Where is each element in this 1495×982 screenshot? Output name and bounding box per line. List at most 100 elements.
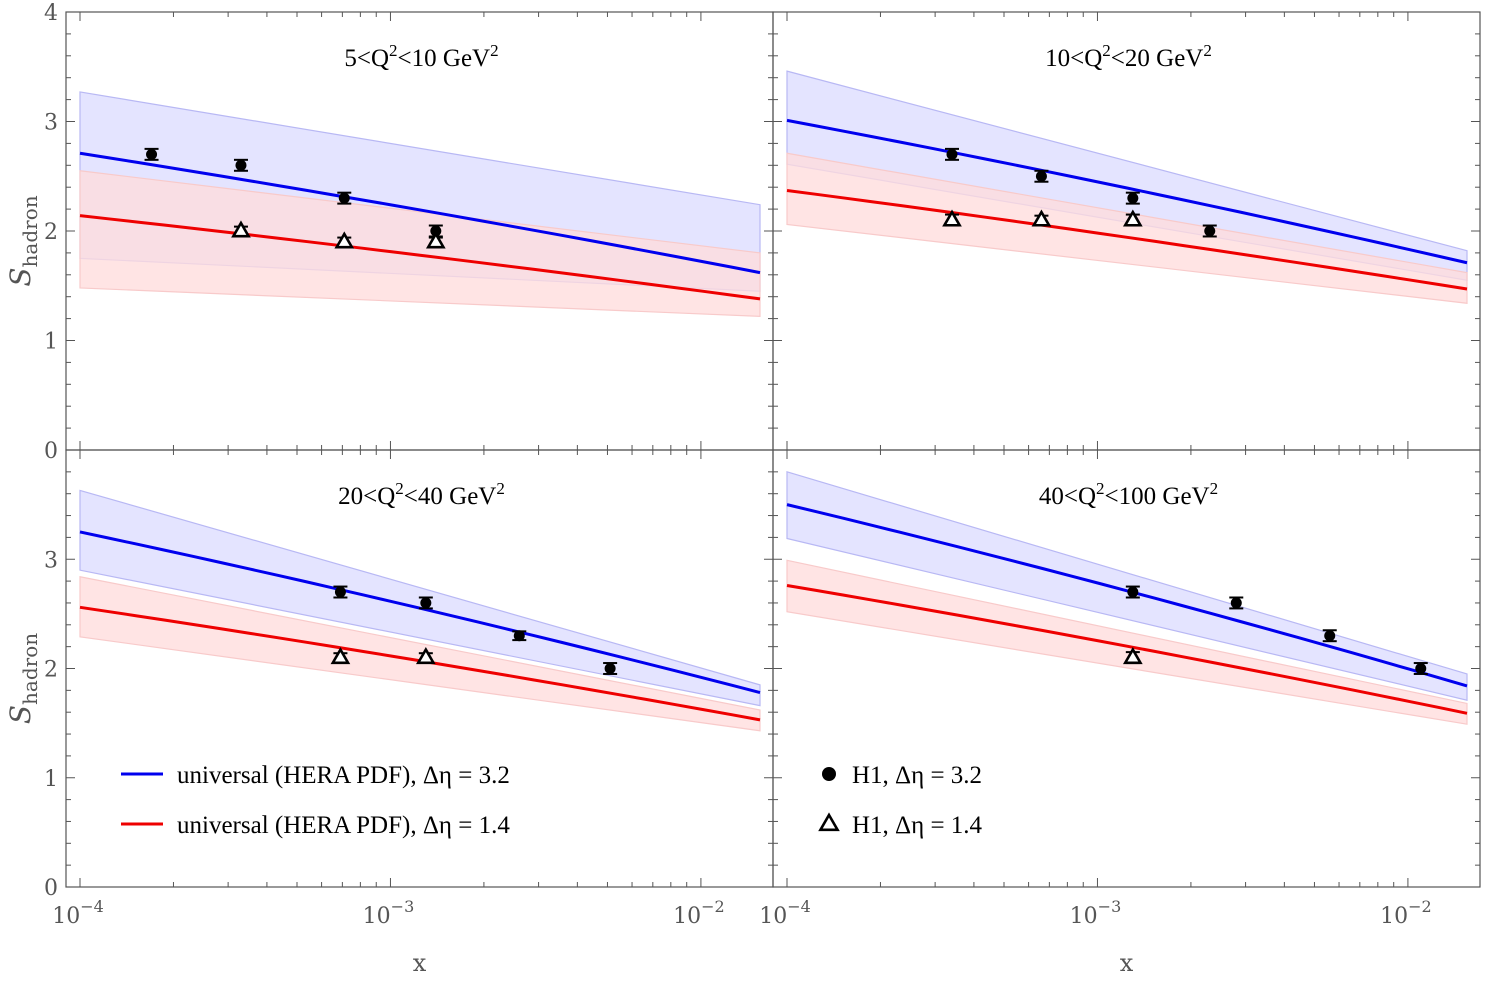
x-tick-label: 10−3	[1070, 897, 1122, 929]
panel-title-superscript: 2	[1203, 41, 1212, 60]
legend-label: universal (HERA PDF), Δη = 1.4	[177, 812, 510, 839]
filled-circle-marker	[235, 159, 247, 171]
x-tick-label-base: 10	[1380, 904, 1408, 929]
blue-theory-curve	[786, 503, 1468, 688]
red-uncertainty-band	[786, 152, 1468, 304]
panel-title: 20<Q2<40 GeV2	[338, 479, 505, 510]
h1-data-point-circle	[333, 585, 348, 599]
y-tick-label: 3	[44, 548, 58, 573]
h1-data-point-circle	[1322, 629, 1337, 643]
filled-circle-marker	[420, 597, 432, 609]
x-tick-label-exponent: −3	[1098, 897, 1122, 916]
filled-circle-marker	[146, 148, 158, 160]
h1-data-point-triangle	[1122, 646, 1143, 665]
x-tick-label: 10−4	[52, 897, 104, 929]
h1-data-point-circle	[1229, 596, 1244, 610]
panel-title-part: <20 GeV	[1111, 45, 1204, 72]
blue-theory-curve	[79, 151, 761, 275]
h1-data-point-circle	[945, 147, 960, 161]
x-tick-label-base: 10	[52, 904, 80, 929]
x-tick-label-exponent: −3	[391, 897, 415, 916]
x-tick-label-exponent: −4	[80, 897, 104, 916]
legend-item-curve: universal (HERA PDF), Δη = 3.2	[121, 762, 510, 789]
h1-data-point-circle	[603, 662, 618, 675]
y-tick-label: 1	[44, 330, 58, 355]
legend-label: H1, Δη = 3.2	[852, 762, 982, 789]
x-axis-title: x	[1120, 949, 1134, 977]
y-axis-title: Shadron	[4, 633, 42, 724]
panel-title-part: 20<Q	[338, 483, 395, 510]
y-axis-title-main: S	[4, 705, 37, 724]
panel-title-superscript: 2	[496, 479, 505, 498]
legend-circle-swatch	[822, 767, 836, 781]
panel-title-superscript: 2	[490, 41, 499, 60]
blue-theory-curve	[786, 118, 1468, 265]
h1-data-point-circle	[144, 147, 159, 161]
open-triangle-marker	[330, 646, 351, 665]
x-tick-label-exponent: −2	[1408, 897, 1432, 916]
panel-title-part: 5<Q	[344, 45, 389, 72]
x-tick-label-base: 10	[759, 904, 787, 929]
y-tick-label: 0	[44, 439, 58, 464]
filled-circle-marker	[334, 586, 346, 598]
y-tick-label: 4	[44, 1, 58, 26]
x-tick-label-base: 10	[363, 904, 391, 929]
panel-title: 40<Q2<100 GeV2	[1039, 479, 1218, 510]
open-triangle-marker	[1122, 209, 1143, 227]
red-uncertainty-band	[79, 170, 761, 318]
y-axis-title-main: S	[4, 267, 37, 286]
y-axis-title-subscript: hadron	[18, 633, 42, 705]
panel-title: 10<Q2<20 GeV2	[1045, 41, 1212, 72]
red-theory-curve	[79, 214, 761, 301]
filled-circle-marker	[1035, 170, 1047, 182]
legend-label: universal (HERA PDF), Δη = 3.2	[177, 762, 510, 789]
legend-label: H1, Δη = 1.4	[852, 812, 983, 839]
x-tick-label-exponent: −2	[701, 897, 725, 916]
y-tick-label: 0	[44, 876, 58, 901]
h1-data-point-circle	[1125, 191, 1140, 205]
open-triangle-marker	[425, 231, 446, 249]
h1-data-point-triangle	[942, 209, 962, 227]
x-tick-label: 10−4	[759, 897, 811, 929]
legend-item-marker: H1, Δη = 3.2	[822, 762, 982, 789]
open-triangle-marker	[942, 209, 962, 227]
filled-circle-marker	[1230, 597, 1242, 609]
panel-title-part: 10<Q	[1045, 45, 1102, 72]
panel-title-superscript: 2	[395, 479, 404, 498]
h1-data-point-circle	[1413, 662, 1428, 675]
h1-data-point-triangle	[231, 220, 251, 238]
x-axis-title: x	[413, 949, 427, 977]
legend-item-marker: H1, Δη = 1.4	[818, 812, 983, 839]
y-axis-title: Shadron	[4, 195, 42, 286]
filled-circle-marker	[338, 192, 350, 204]
open-triangle-marker	[415, 646, 436, 665]
filled-circle-marker	[604, 663, 616, 674]
open-triangle-marker	[1122, 646, 1143, 665]
h1-data-point-circle	[233, 158, 248, 172]
filled-circle-marker	[1415, 663, 1427, 674]
x-tick-label-base: 10	[673, 904, 701, 929]
filled-circle-marker	[513, 630, 525, 642]
panel-title: 5<Q2<10 GeV2	[344, 41, 498, 72]
filled-circle-marker	[430, 225, 442, 237]
red-theory-curve	[786, 583, 1468, 715]
open-triangle-marker	[334, 231, 355, 249]
h1-data-point-circle	[1034, 169, 1049, 183]
x-tick-label: 10−3	[363, 897, 415, 929]
y-tick-label: 2	[44, 220, 58, 245]
legend-triangle-swatch	[818, 812, 840, 832]
h1-data-point-circle	[1125, 585, 1140, 599]
filled-circle-marker	[1127, 586, 1139, 598]
y-axis-title-subscript: hadron	[18, 195, 42, 267]
panel-3: 20<Q2<40 GeV2	[79, 479, 761, 732]
panel-2: 10<Q2<20 GeV2	[786, 41, 1468, 304]
h1-data-point-circle	[337, 191, 352, 205]
filled-circle-marker	[1204, 225, 1216, 237]
h1-data-point-triangle	[1031, 209, 1052, 227]
open-triangle-marker	[1031, 209, 1052, 227]
red-uncertainty-band	[786, 559, 1468, 725]
filled-circle-marker	[946, 148, 958, 160]
x-tick-label-exponent: −4	[787, 897, 811, 916]
